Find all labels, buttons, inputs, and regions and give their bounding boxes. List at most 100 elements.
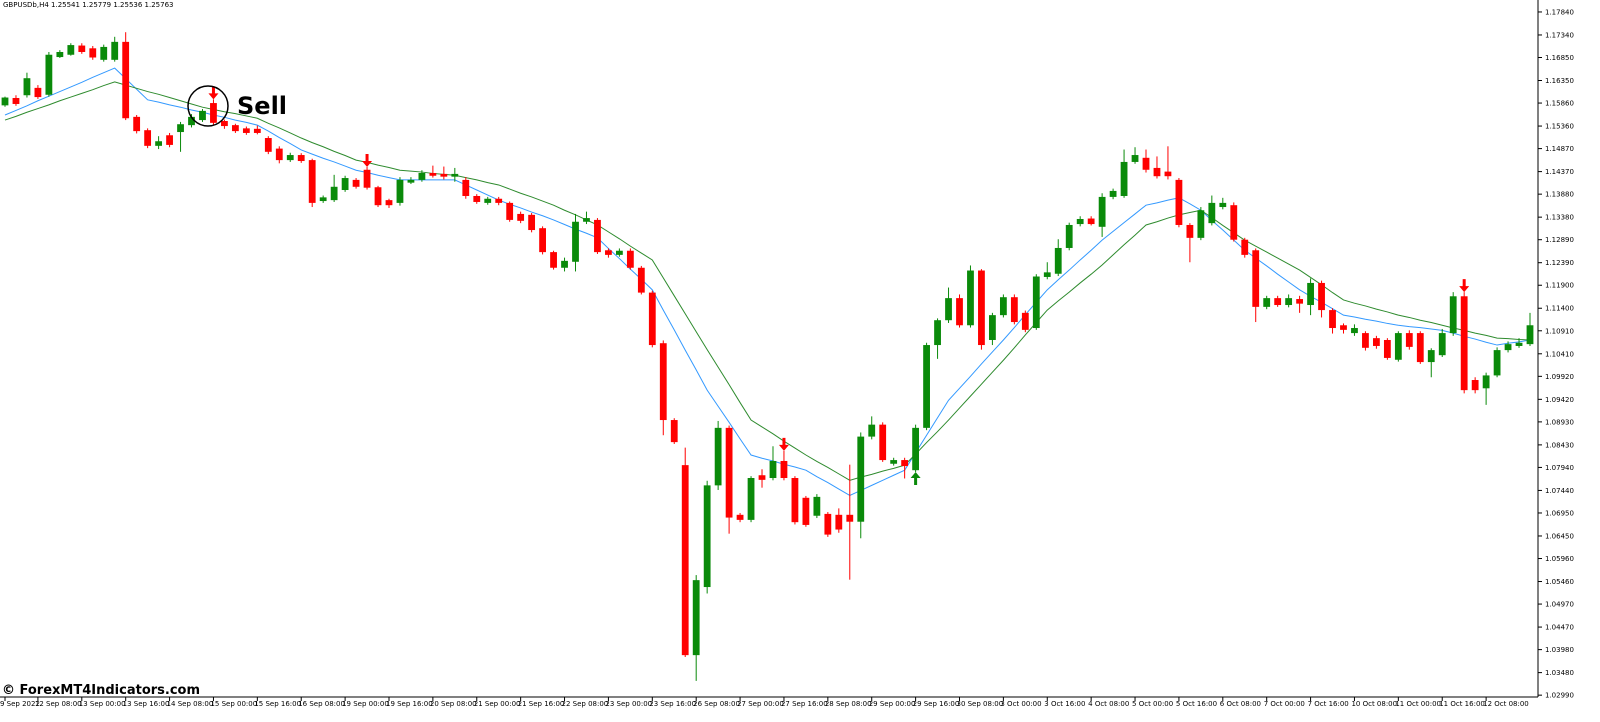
candle-body (923, 345, 930, 428)
candle-body (780, 460, 788, 479)
candle-body (769, 460, 777, 479)
candle-body (319, 197, 327, 202)
candle-body (692, 580, 700, 656)
candle-body (989, 315, 996, 340)
y-tick-label: 1.08930 (1545, 418, 1574, 426)
candle-body (440, 173, 448, 177)
candle-body (78, 45, 86, 52)
y-tick-label: 1.17340 (1545, 31, 1574, 39)
candle-body (122, 41, 130, 119)
ma-line (4, 67, 1531, 497)
candle-body (956, 298, 963, 326)
candle-body (67, 45, 75, 55)
candle-body (670, 420, 678, 443)
candle-body (681, 465, 689, 656)
candle-body (561, 260, 568, 268)
sell-arrow (362, 154, 373, 168)
candle-body (155, 141, 162, 146)
candle-body (1120, 161, 1128, 196)
sell-arrow (778, 437, 789, 451)
y-tick-label: 1.14370 (1545, 168, 1574, 176)
candle-body (594, 219, 601, 253)
x-tick-label: 13 Sep 16:00 (123, 700, 170, 708)
candle-body (1021, 312, 1029, 330)
candle-body (901, 460, 909, 467)
x-tick-label: 11 Oct 16:00 (1439, 700, 1485, 708)
candle-body (868, 424, 876, 437)
y-tick-label: 1.10910 (1545, 327, 1574, 335)
plot-area (1, 32, 1534, 681)
candle-body (188, 116, 195, 126)
candle-body (725, 427, 733, 518)
x-tick-label: 3 Oct 16:00 (1044, 700, 1085, 708)
x-tick-label: 27 Sep 16:00 (781, 700, 828, 708)
y-tick-label: 1.10410 (1545, 350, 1574, 358)
candle-body (1054, 247, 1062, 274)
candle-body (177, 124, 184, 133)
candle-body (714, 427, 722, 486)
y-tick-label: 1.15360 (1545, 123, 1574, 131)
x-tick-label: 29 Sep 16:00 (913, 700, 960, 708)
candle-body (528, 214, 536, 231)
candle-body (1438, 333, 1446, 356)
candle-body (978, 270, 985, 346)
candle-body (253, 128, 261, 133)
x-tick-label: 19 Sep 00:00 (342, 700, 389, 708)
candle-body (275, 148, 283, 161)
candle-body (286, 155, 294, 161)
watermark: © ForexMT4Indicators.com (2, 683, 200, 698)
candle-body (144, 130, 152, 146)
candle-body (1482, 375, 1490, 389)
candle-body (231, 125, 239, 132)
y-tick-label: 1.06450 (1545, 532, 1574, 540)
candle-body (111, 41, 119, 60)
candle-body (1010, 297, 1018, 323)
y-tick-label: 1.03480 (1545, 669, 1574, 677)
candle-body (945, 298, 952, 321)
candle-body (912, 427, 920, 471)
x-tick-label: 10 Oct 08:00 (1351, 700, 1397, 708)
candle-body (385, 200, 393, 206)
candle-body (1394, 333, 1402, 360)
candle-body (1383, 339, 1391, 358)
x-tick-label: 22 Sep 08:00 (562, 700, 609, 708)
y-tick-label: 1.15860 (1545, 100, 1574, 108)
candle-body (352, 179, 360, 187)
candle-body (1285, 298, 1293, 306)
candle-body (1219, 202, 1227, 208)
x-tick-label: 3 Oct 00:00 (1000, 700, 1041, 708)
x-tick-label: 7 Oct 16:00 (1308, 700, 1349, 708)
x-tick-label: 15 Sep 16:00 (254, 700, 301, 708)
x-tick-label: 30 Sep 08:00 (956, 700, 1003, 708)
candle-body (999, 297, 1007, 316)
candle-body (45, 54, 53, 95)
candle-body (308, 160, 316, 203)
x-tick-label: 13 Sep 00:00 (79, 700, 126, 708)
x-tick-label: 29 Sep 00:00 (869, 700, 916, 708)
y-tick-label: 1.05460 (1545, 578, 1574, 586)
sell-annotation: Sell (237, 92, 287, 120)
candle-body (1252, 250, 1260, 307)
candle-body (1241, 239, 1249, 255)
candle-body (1373, 338, 1380, 346)
candle-body (659, 343, 667, 421)
candle-body (12, 97, 20, 104)
sell-arrow (208, 86, 219, 100)
candle-body (484, 198, 492, 203)
candle-body (451, 173, 459, 177)
candle-body (1405, 333, 1413, 347)
candle-body (1142, 157, 1150, 170)
candle-body (1263, 298, 1271, 307)
candle-body (967, 270, 974, 326)
x-tick-label: 27 Sep 00:00 (737, 700, 784, 708)
candle-body (1153, 167, 1161, 177)
candle-body (1131, 155, 1139, 162)
x-tick-label: 28 Sep 08:00 (825, 700, 872, 708)
candle-body (879, 424, 887, 461)
candle-body (835, 514, 843, 530)
y-tick-label: 1.13380 (1545, 214, 1574, 222)
x-tick-label: 11 Oct 00:00 (1395, 700, 1441, 708)
candle-body (1274, 298, 1282, 306)
candle-body (1471, 380, 1479, 391)
